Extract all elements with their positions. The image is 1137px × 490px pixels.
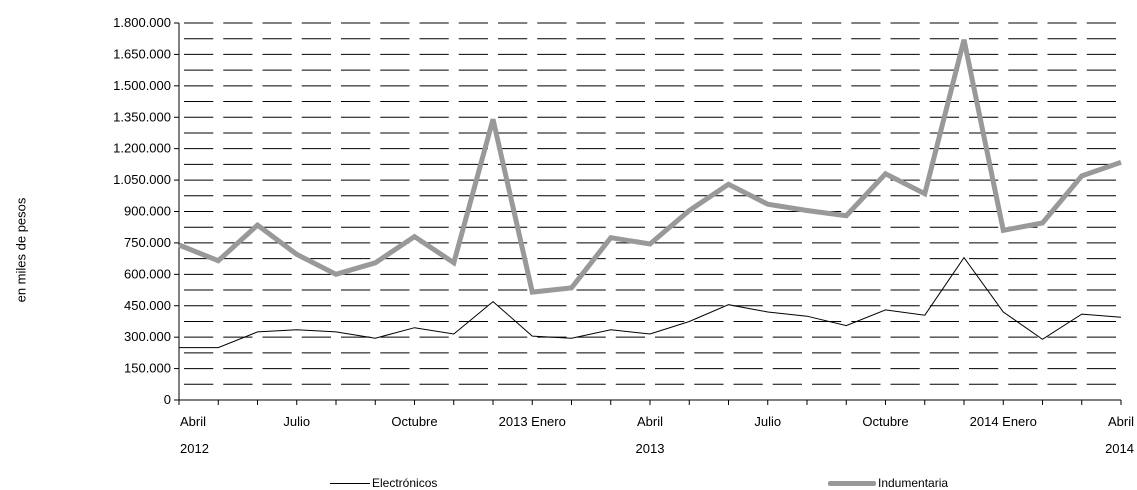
x-axis-tick-labels: Abril 2012 Julio Octubre 2013 Enero Abril 2013… [180, 414, 1134, 456]
x-tick-label: Abril [637, 414, 663, 429]
x-tick-label: 2013 Enero [499, 414, 566, 429]
y-axis-tick-labels: 0 150.000 300.000 450.000 600.000 750.000 900.… [113, 15, 171, 407]
y-tick-label: 1.050.000 [113, 172, 171, 187]
x-tick-label: Julio [283, 414, 310, 429]
y-tick-label: 1.650.000 [113, 46, 171, 61]
legend-label-indumentaria: Indumentaria [878, 476, 949, 490]
y-tick-label: 0 [164, 392, 171, 407]
y-tick-label: 900.000 [124, 204, 171, 219]
gridlines [179, 22, 1121, 385]
y-tick-label: 750.000 [124, 235, 171, 250]
x-tick-label: Octubre [862, 414, 908, 429]
series-line-electronicos [179, 256, 1122, 349]
y-tick-label: 1.500.000 [113, 78, 171, 93]
series-line-indumentaria [178, 39, 1122, 295]
y-axis-label: en miles de pesos [13, 197, 29, 303]
x-tick-label: Abril [180, 414, 206, 429]
y-tick-label: 450.000 [124, 298, 171, 313]
x-tick-label: Abril [1108, 414, 1134, 429]
x-year-label: 2014 [1105, 441, 1134, 456]
legend-swatch-electronicos [330, 482, 370, 484]
y-tick-label: 1.350.000 [113, 109, 171, 124]
x-year-label: 2012 [180, 441, 209, 456]
x-year-label: 2013 [636, 441, 665, 456]
series-lines [178, 39, 1122, 349]
y-axis-label-container: en miles de pesos [6, 150, 36, 350]
axes [174, 22, 1122, 405]
legend-item-indumentaria: Indumentaria [828, 476, 948, 490]
legend-swatch-indumentaria [828, 480, 876, 486]
legend-label-electronicos: Electrónicos [372, 476, 438, 490]
y-tick-label: 1.800.000 [113, 15, 171, 30]
legend-item-electronicos: Electrónicos [330, 476, 437, 490]
y-tick-label: 150.000 [124, 361, 171, 376]
x-tick-label: Julio [754, 414, 781, 429]
y-tick-label: 1.200.000 [113, 141, 171, 156]
y-tick-label: 300.000 [124, 329, 171, 344]
y-tick-label: 600.000 [124, 266, 171, 281]
x-tick-label: 2014 Enero [970, 414, 1037, 429]
x-tick-label: Octubre [391, 414, 437, 429]
